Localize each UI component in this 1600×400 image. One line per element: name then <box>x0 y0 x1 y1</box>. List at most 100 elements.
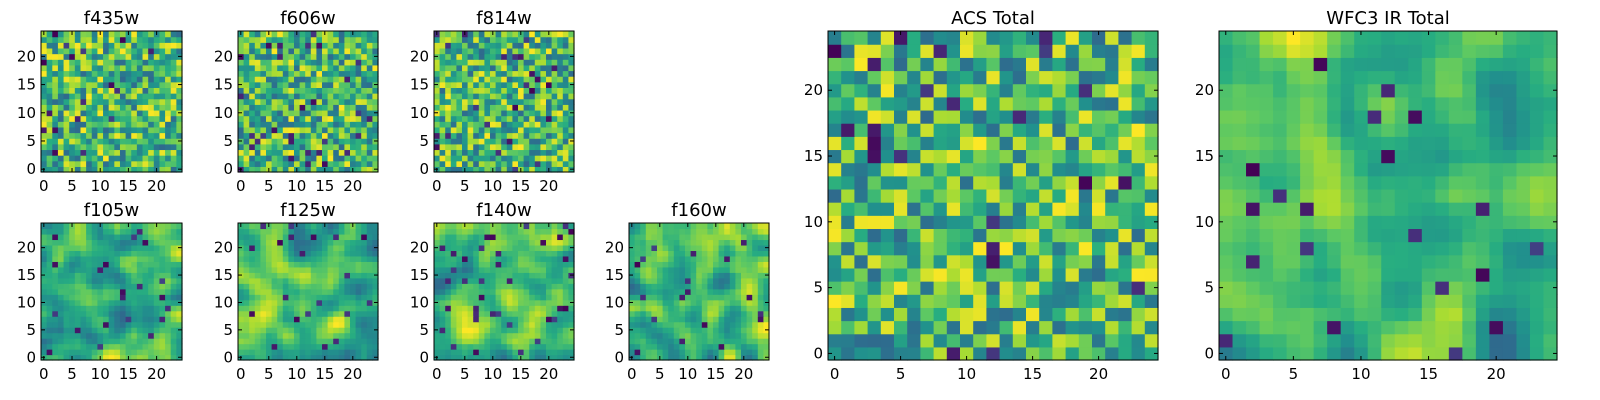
heatmap-cell <box>46 321 53 328</box>
heatmap-cell <box>361 76 368 83</box>
y-tick-label: 5 <box>26 321 36 339</box>
heatmap-cell <box>260 98 267 105</box>
heatmap-cell <box>551 310 558 317</box>
heatmap-cell <box>125 53 132 60</box>
heatmap-cell <box>867 188 882 203</box>
heatmap-cell <box>1105 162 1119 177</box>
heatmap-cell <box>97 255 104 262</box>
heatmap-cell <box>828 228 842 243</box>
heatmap-cell <box>327 70 334 77</box>
heatmap-cell <box>310 143 317 151</box>
heatmap-cell <box>170 288 177 295</box>
heatmap-cell <box>41 155 48 162</box>
heatmap-cell <box>165 47 172 55</box>
heatmap-cell <box>52 149 59 156</box>
heatmap-cell <box>97 87 104 94</box>
heatmap-cell <box>546 76 553 83</box>
y-tick-label: 15 <box>214 76 233 94</box>
heatmap-cell <box>142 283 149 290</box>
heatmap-cell <box>668 349 675 356</box>
heatmap-cell <box>305 53 312 60</box>
heatmap-cell <box>52 166 59 173</box>
heatmap-cell <box>170 104 177 111</box>
heatmap-cell <box>41 277 48 284</box>
heatmap-cell <box>880 254 895 269</box>
heatmap-cell <box>439 149 446 156</box>
heatmap-cell <box>350 87 357 94</box>
heatmap-cell <box>729 338 736 345</box>
heatmap-cell <box>305 36 312 43</box>
heatmap-cell <box>529 138 536 145</box>
heatmap-cell <box>170 223 177 230</box>
heatmap-cell <box>294 138 301 145</box>
heatmap-cell <box>142 299 149 306</box>
heatmap-cell <box>344 233 351 241</box>
heatmap-cell <box>462 143 469 151</box>
heatmap-cell <box>757 255 764 262</box>
heatmap-cell <box>355 87 362 94</box>
heatmap-cell <box>282 160 289 167</box>
heatmap-cell <box>322 70 329 77</box>
heatmap-cell <box>490 288 497 295</box>
heatmap-cell <box>119 332 127 339</box>
heatmap-cell <box>266 299 273 306</box>
heatmap-cell <box>506 277 513 284</box>
heatmap-cell <box>63 332 70 339</box>
heatmap-cell <box>249 288 256 295</box>
heatmap-cell <box>640 332 647 339</box>
heatmap-cell <box>506 283 513 290</box>
heatmap-cell <box>495 104 502 111</box>
heatmap-cell <box>462 53 469 60</box>
heatmap-cell <box>361 354 368 361</box>
heatmap-cell <box>142 272 149 279</box>
heatmap-cell <box>266 47 273 55</box>
heatmap-cell <box>501 272 508 279</box>
heatmap-cell <box>74 104 82 111</box>
heatmap-cell <box>136 155 144 162</box>
heatmap-cell <box>159 233 166 241</box>
heatmap-cell <box>238 160 245 167</box>
heatmap-cell <box>148 244 155 251</box>
heatmap-cell <box>136 70 144 77</box>
heatmap-cell <box>305 327 312 334</box>
heatmap-cell <box>445 233 452 241</box>
heatmap-cell <box>512 31 519 38</box>
heatmap-cell <box>243 338 250 345</box>
heatmap-cell <box>355 233 362 241</box>
heatmap-cell <box>305 343 312 350</box>
heatmap-cell <box>103 155 110 162</box>
heatmap-cell <box>97 299 104 306</box>
heatmap-cell <box>277 327 284 334</box>
heatmap-cell <box>450 81 457 88</box>
heatmap-cell <box>445 166 452 173</box>
heatmap-cell <box>254 272 261 279</box>
heatmap-cell <box>294 143 301 151</box>
heatmap-cell <box>288 223 295 230</box>
heatmap-cell <box>148 277 155 284</box>
heatmap-cell <box>462 338 469 345</box>
heatmap-cell <box>288 143 295 151</box>
heatmap-cell <box>456 104 463 111</box>
heatmap-cell <box>136 36 144 43</box>
heatmap-cell <box>282 288 289 295</box>
heatmap-cell <box>254 250 261 257</box>
heatmap-cell <box>713 338 720 345</box>
heatmap-cell <box>305 261 312 268</box>
heatmap-cell <box>238 42 245 49</box>
heatmap-cell <box>46 272 53 279</box>
heatmap-cell <box>557 261 564 268</box>
heatmap-cell <box>46 98 53 105</box>
heatmap-cell <box>80 228 87 235</box>
heatmap-cell <box>562 42 569 49</box>
heatmap-cell <box>372 149 379 156</box>
heatmap-cell <box>254 299 261 306</box>
heatmap-cell <box>327 299 334 306</box>
heatmap-cell <box>478 98 485 105</box>
heatmap-cell <box>540 93 547 100</box>
heatmap-cell <box>41 70 48 77</box>
heatmap-cell <box>260 299 267 306</box>
heatmap-cell <box>473 115 480 122</box>
heatmap-cell <box>462 115 469 122</box>
heatmap-cell <box>366 239 373 246</box>
heatmap-cell <box>690 338 697 345</box>
